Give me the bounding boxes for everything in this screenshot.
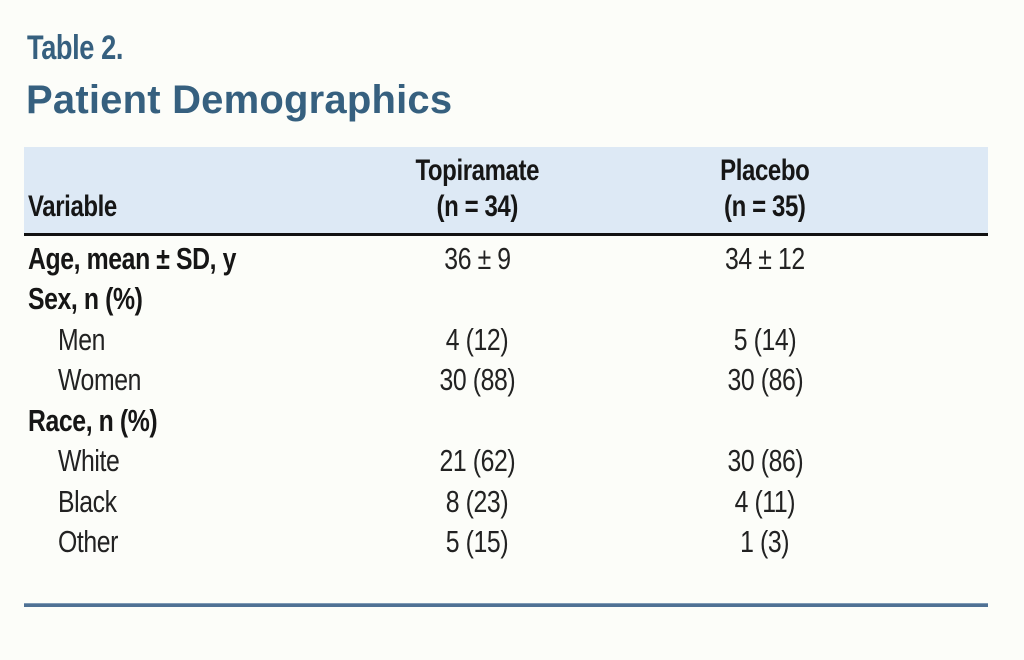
table-row-sex: Sex, n (%) [24, 279, 988, 320]
column-header-topiramate: Topiramate (n = 34) [415, 153, 539, 224]
row-label: Other [58, 524, 119, 560]
header-divider-rule [24, 233, 988, 236]
table-header-row: Variable Topiramate (n = 34) Placebo (n … [24, 147, 988, 233]
row-label: Age, mean ± SD, y [28, 240, 237, 276]
topiramate-value: 5 (15) [445, 524, 509, 560]
table-bottom-rule [24, 603, 988, 607]
page: Table 2. Patient Demographics Variable T… [0, 31, 1024, 660]
column-header-variable: Variable [28, 190, 117, 224]
column-header-placebo: Placebo (n = 35) [720, 153, 810, 224]
topiramate-value: 8 (23) [445, 483, 509, 519]
row-label: Black [58, 483, 117, 519]
demographics-table: Variable Topiramate (n = 34) Placebo (n … [24, 147, 988, 607]
topiramate-value: 30 (88) [439, 362, 515, 398]
placebo-value: 4 (11) [734, 483, 796, 519]
row-label: Sex, n (%) [28, 281, 143, 317]
table-row-women: Women 30 (88) 30 (86) [24, 360, 988, 401]
row-label: White [58, 443, 120, 479]
table-row-race: Race, n (%) [24, 400, 988, 441]
topiramate-value: 21 (62) [439, 443, 515, 479]
topiramate-value: 36 ± 9 [443, 240, 511, 276]
table-row-other: Other 5 (15) 1 (3) [24, 522, 988, 563]
table-row-black: Black 8 (23) 4 (11) [24, 481, 988, 522]
placebo-value: 5 (14) [733, 321, 797, 357]
table-row-age: Age, mean ± SD, y 36 ± 9 34 ± 12 [24, 238, 988, 279]
page-title: Patient Demographics [26, 78, 453, 122]
row-label: Women [58, 362, 141, 398]
placebo-value: 30 (86) [727, 362, 803, 398]
placebo-value: 30 (86) [727, 443, 803, 479]
placebo-value: 1 (3) [740, 524, 790, 560]
table-body: Age, mean ± SD, y 36 ± 9 34 ± 12 Sex, n … [24, 236, 988, 562]
row-label: Race, n (%) [28, 402, 158, 438]
table-row-men: Men 4 (12) 5 (14) [24, 319, 988, 360]
table-number-label: Table 2. [27, 29, 124, 67]
table-row-white: White 21 (62) 30 (86) [24, 441, 988, 482]
topiramate-value: 4 (12) [445, 321, 509, 357]
placebo-value: 34 ± 12 [725, 240, 805, 276]
row-label: Men [58, 321, 106, 357]
